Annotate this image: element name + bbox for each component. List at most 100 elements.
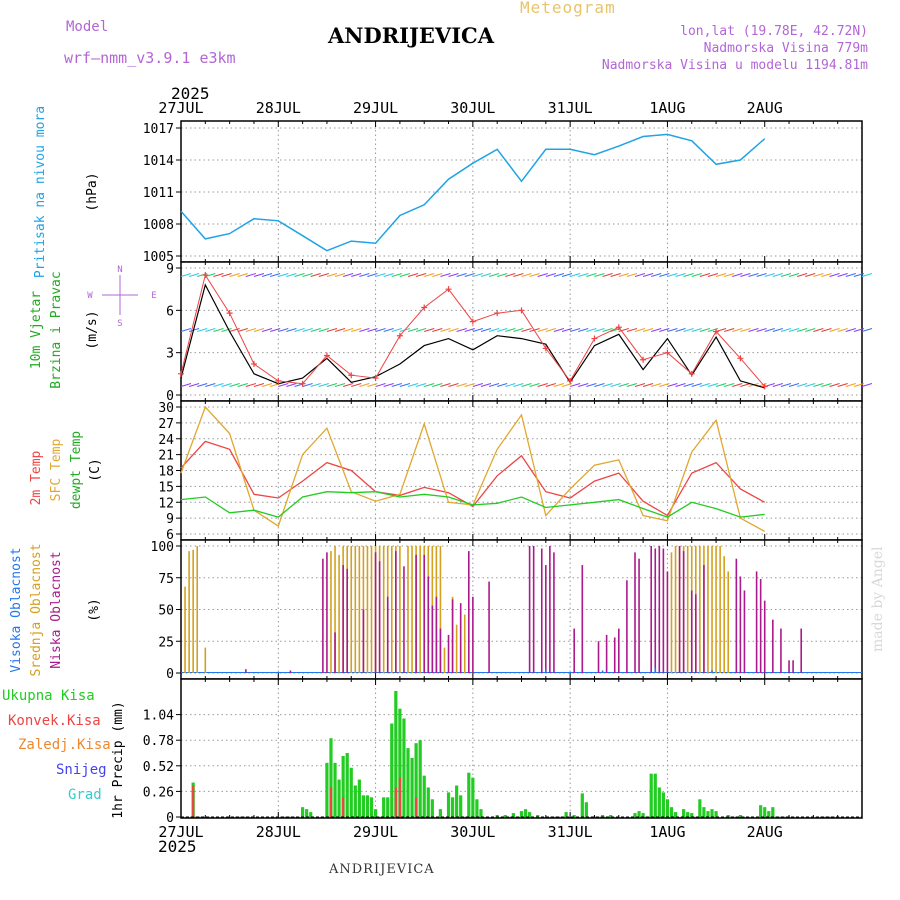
rain-total-bar bbox=[584, 802, 588, 817]
rain-total-bar bbox=[471, 777, 475, 817]
wind-barb bbox=[667, 328, 678, 332]
rain-total-bar bbox=[669, 807, 674, 817]
rain-total-bar bbox=[653, 773, 657, 817]
wind-barb bbox=[253, 328, 265, 332]
compass-w: W bbox=[87, 291, 93, 301]
wind-barb bbox=[456, 272, 467, 277]
wind-barb bbox=[464, 272, 475, 277]
x-tick-label-bottom: 1AUG bbox=[649, 823, 685, 841]
rain-total-bar bbox=[519, 811, 524, 817]
y-tick-label: 6 bbox=[166, 528, 174, 543]
rain-total-bar bbox=[357, 779, 361, 817]
wind-barb bbox=[278, 272, 289, 277]
wind-barb bbox=[415, 383, 427, 388]
wind-gust-marker bbox=[372, 375, 379, 382]
wind-barb bbox=[642, 328, 654, 332]
rain-total-bar bbox=[690, 813, 694, 817]
wind-barb bbox=[383, 328, 394, 332]
panel-frame bbox=[180, 678, 863, 819]
wind-gust-marker bbox=[348, 372, 355, 379]
wind-barb bbox=[821, 328, 832, 332]
wind-barb bbox=[788, 383, 800, 388]
wind-barb bbox=[456, 383, 467, 388]
wind-barb bbox=[448, 328, 459, 332]
x-tick-label-bottom: 30JUL bbox=[450, 823, 495, 841]
precip-legend-item: Zaledj.Kisa bbox=[18, 737, 111, 753]
wind-barb bbox=[440, 383, 451, 388]
wind-barb bbox=[732, 328, 743, 332]
wind-barb bbox=[432, 272, 443, 277]
wind-barb bbox=[318, 383, 329, 388]
precip-ylabel: 1hr Precip (mm) bbox=[111, 701, 126, 818]
wind-barb bbox=[845, 272, 856, 277]
elevation-label: Nadmorska Visina 779m bbox=[703, 41, 868, 56]
wind-barb bbox=[359, 383, 370, 388]
cloud-mid-label: Srednja Oblacnost bbox=[29, 543, 44, 676]
rain-total-bar bbox=[714, 811, 718, 817]
wind-barb bbox=[270, 328, 281, 332]
rain-total-bar bbox=[528, 812, 532, 817]
wind-barb bbox=[553, 272, 565, 277]
wind-barb bbox=[310, 328, 321, 332]
wind-barb bbox=[188, 272, 200, 277]
wind-barb bbox=[691, 328, 702, 332]
wind-barb bbox=[229, 328, 240, 332]
rain-total-bar bbox=[382, 797, 386, 817]
wind-gust-marker bbox=[542, 345, 549, 352]
x-tick-label-bottom: 27JUL bbox=[158, 823, 203, 841]
rain-total-bar bbox=[523, 809, 528, 817]
rain-total-bar bbox=[337, 779, 341, 817]
wind-barb bbox=[342, 383, 354, 388]
temp-sfc-label: SFC Temp bbox=[49, 439, 64, 502]
wind-barb bbox=[788, 272, 800, 277]
wind-barb bbox=[424, 328, 435, 332]
panel-bg bbox=[181, 540, 862, 679]
wind-barb bbox=[764, 328, 775, 332]
rain-total-bar bbox=[767, 811, 771, 817]
compass-e: E bbox=[151, 291, 156, 301]
y-tick-label: 24 bbox=[158, 433, 174, 448]
wind-barb bbox=[359, 328, 370, 332]
rain-total-bar bbox=[361, 795, 366, 817]
wind-barb bbox=[853, 328, 865, 332]
wind-barb bbox=[205, 383, 216, 388]
wind-title-2: Brzina i Pravac bbox=[49, 271, 64, 388]
x-tick-label-top: 1AUG bbox=[649, 99, 685, 117]
y-tick-label: 21 bbox=[158, 449, 174, 464]
product-title: Meteogram bbox=[520, 0, 616, 17]
wind-barb bbox=[667, 383, 678, 388]
wind-barb bbox=[529, 383, 540, 388]
y-tick-label: 12 bbox=[158, 496, 174, 511]
rain-total-bar bbox=[657, 787, 661, 817]
wind-barb bbox=[837, 272, 848, 277]
wind-barb bbox=[464, 328, 475, 332]
wind-barb bbox=[245, 328, 257, 332]
rain-total-bar bbox=[564, 812, 568, 817]
wind-barb bbox=[180, 328, 192, 332]
wind-barb bbox=[724, 328, 735, 332]
rain-total-bar bbox=[402, 718, 406, 817]
wind-barb bbox=[456, 328, 467, 332]
wind-barb bbox=[497, 383, 508, 388]
wind-barb bbox=[756, 328, 767, 332]
wind-barb bbox=[488, 328, 500, 332]
wind-barb bbox=[326, 383, 338, 388]
rain-total-bar bbox=[572, 815, 576, 817]
wind-barb bbox=[845, 328, 856, 332]
pressure-title: Pritisak na nivou mora bbox=[33, 106, 48, 278]
rain-total-bar bbox=[673, 812, 678, 817]
wind-barb bbox=[286, 328, 297, 332]
wind-barb bbox=[261, 383, 273, 388]
wind-barb bbox=[326, 328, 338, 332]
wind-barb bbox=[351, 383, 362, 388]
panel-bg bbox=[181, 401, 862, 540]
wind-barb bbox=[683, 328, 694, 332]
temp-2m-line bbox=[180, 440, 766, 517]
x-tick-label-bottom: 28JUL bbox=[256, 823, 301, 841]
wind-barb bbox=[310, 272, 321, 277]
panel-4: 0 25 50 75 100 bbox=[151, 539, 863, 682]
rain-total-bar bbox=[702, 807, 706, 817]
x-tick-label-bottom: 29JUL bbox=[353, 823, 398, 841]
compass-s: S bbox=[117, 319, 122, 329]
wind-barb bbox=[740, 328, 751, 332]
